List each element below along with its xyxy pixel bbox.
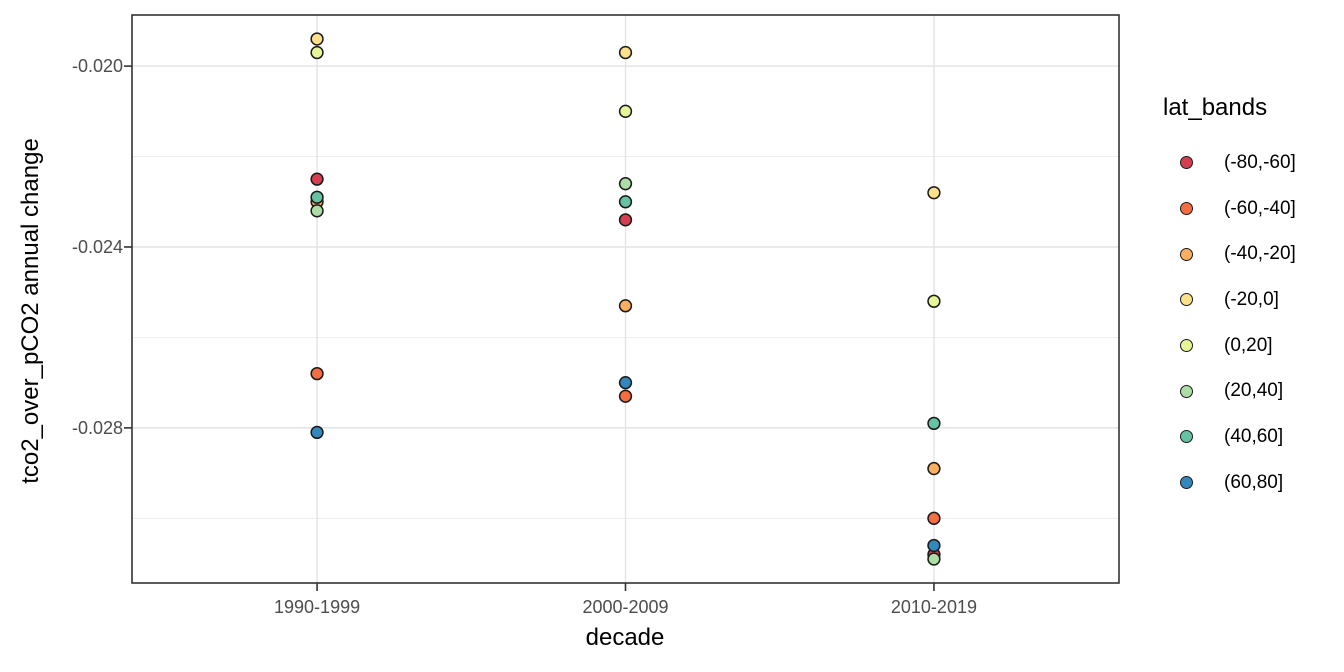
data-point (927, 511, 941, 525)
x-tick-label: 2010-2019 (890, 597, 977, 617)
x-axis-title: decade (585, 624, 665, 651)
data-point (618, 389, 633, 403)
data-point (310, 204, 324, 218)
legend-item-label: (40,60] (1224, 425, 1284, 447)
data-point (310, 172, 324, 186)
legend-item-label: (-40,-20] (1224, 243, 1296, 265)
legend-item-label: (-80,-60] (1224, 151, 1296, 173)
data-point (927, 552, 941, 566)
legend-item-label: (20,40] (1224, 380, 1284, 402)
data-point (927, 461, 941, 476)
legend-point-icon (1180, 476, 1193, 490)
legend-item-label: (0,20] (1224, 334, 1273, 356)
legend-item: (-80,-60] (1163, 140, 1296, 186)
data-point (927, 538, 941, 553)
data-point (310, 45, 324, 60)
data-point (618, 213, 633, 227)
legend-key-icon (1178, 474, 1195, 491)
data-point (310, 425, 324, 440)
legend-item: (40,60] (1163, 414, 1296, 460)
legend-item-label: (-20,0] (1224, 288, 1279, 310)
data-point (618, 195, 633, 209)
legend-item: (60,80] (1163, 460, 1296, 506)
legend-title: lat_bands (1163, 94, 1268, 121)
data-point (927, 294, 941, 308)
legend-key-icon (1178, 337, 1195, 354)
data-point (310, 190, 324, 204)
legend-item: (-20,0] (1163, 277, 1296, 323)
legend-point-icon (1180, 339, 1193, 353)
y-tick-label: -0.028 (71, 417, 123, 438)
x-tick-label: 2000-2009 (582, 597, 669, 617)
legend-key-icon (1178, 200, 1195, 217)
data-point (927, 186, 941, 200)
y-axis-title: tco2_over_pCO2 annual change (17, 138, 44, 484)
panel-border (131, 14, 1120, 584)
legend-point-icon (1180, 247, 1193, 261)
legend-item-label: (60,80] (1224, 471, 1284, 493)
legend-point-icon (1180, 202, 1193, 216)
legend-item-list: (-80,-60] (-60,-40] (-40,-20] (-20,0] (0,20]… (1163, 140, 1296, 506)
legend-item: (-60,-40] (1163, 186, 1296, 232)
legend-key-icon (1178, 246, 1195, 263)
data-point (618, 177, 633, 191)
data-point (310, 32, 324, 46)
legend-item: (-40,-20] (1163, 231, 1296, 277)
legend-point-icon (1180, 293, 1193, 307)
legend-point-icon (1180, 384, 1193, 398)
legend-key-icon (1178, 428, 1195, 445)
legend-item-label: (-60,-40] (1224, 197, 1296, 219)
legend-item: (20,40] (1163, 368, 1296, 414)
legend-point-icon (1180, 156, 1193, 170)
data-point (618, 104, 633, 118)
x-tick-label: 1990-1999 (274, 597, 361, 617)
legend-item: (0,20] (1163, 323, 1296, 369)
data-point (618, 376, 633, 390)
y-tick-label: -0.024 (71, 236, 123, 257)
y-tick-label: -0.020 (71, 56, 123, 77)
legend-key-icon (1178, 154, 1195, 171)
data-point (927, 416, 941, 431)
legend: lat_bands (-80,-60] (-60,-40] (-40,-20] (-2… (1163, 94, 1296, 506)
data-point (618, 45, 633, 60)
data-point (618, 299, 633, 313)
legend-key-icon (1178, 291, 1195, 308)
legend-point-icon (1180, 430, 1193, 444)
data-point (310, 366, 324, 381)
legend-key-icon (1178, 383, 1195, 400)
